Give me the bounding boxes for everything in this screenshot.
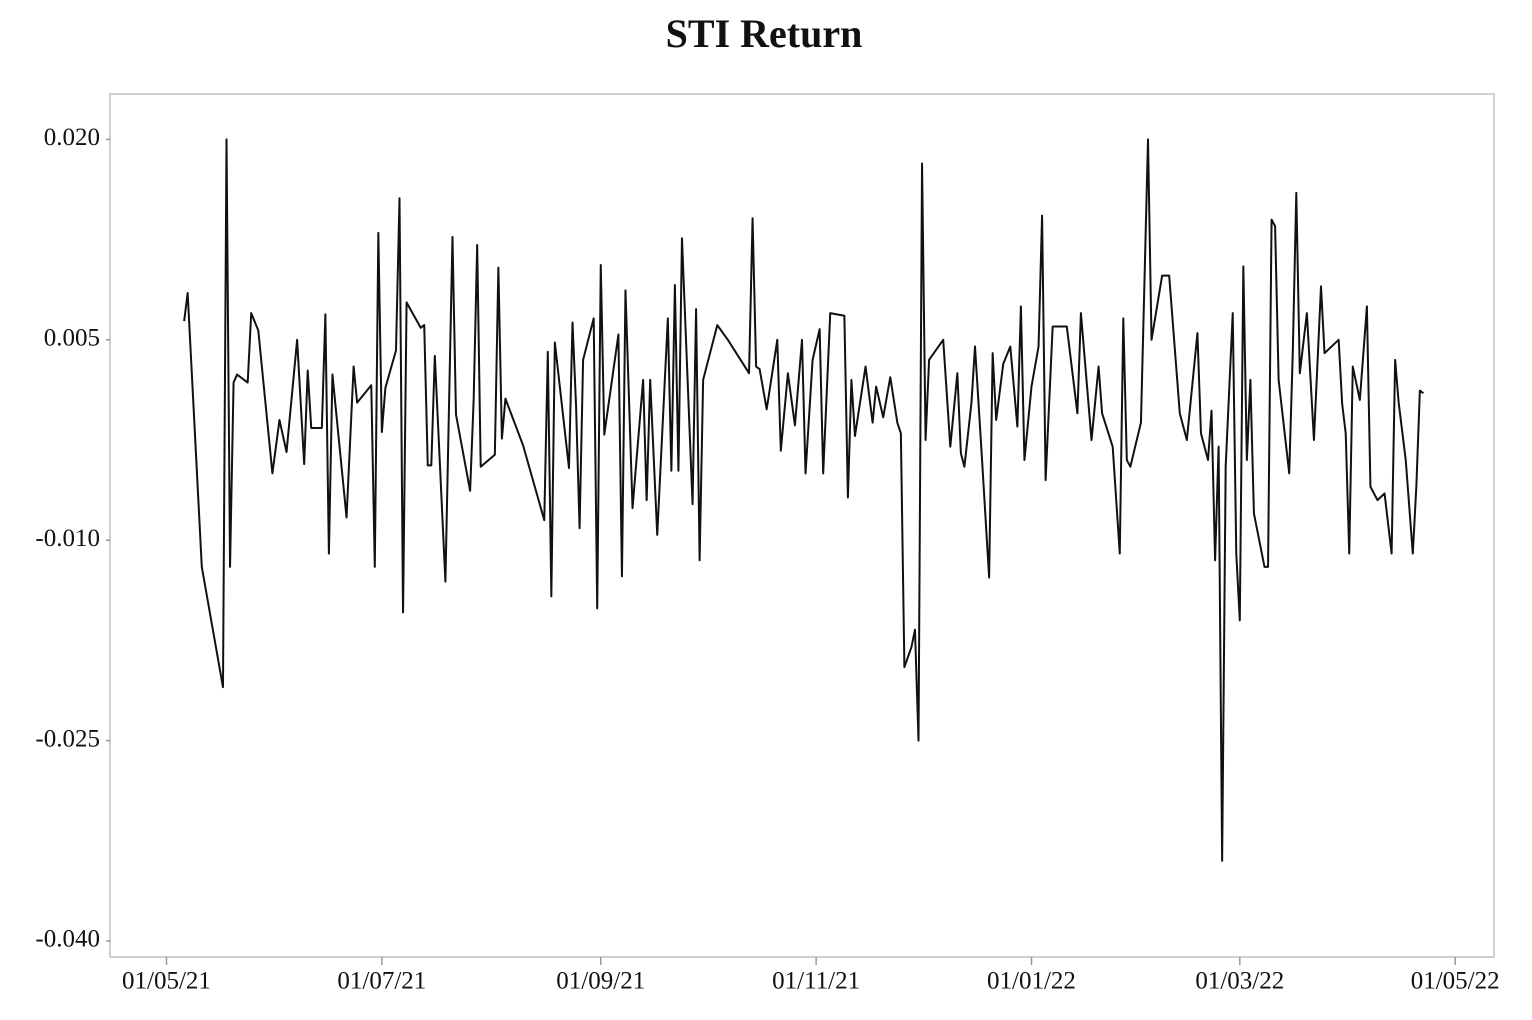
y-tick-label: -0.010 <box>35 525 100 552</box>
x-tick-label: 01/05/22 <box>1411 968 1500 995</box>
x-tick-label: 01/03/22 <box>1195 968 1284 995</box>
x-tick-label: 01/07/21 <box>337 968 426 995</box>
plot-frame <box>109 93 1495 958</box>
x-tick-label: 01/01/22 <box>987 968 1076 995</box>
y-tick-label: -0.025 <box>35 725 100 752</box>
data-line <box>183 138 1424 862</box>
x-tick-label: 01/05/21 <box>122 968 211 995</box>
y-tick-label: -0.040 <box>35 926 100 953</box>
y-tick-label: 0.020 <box>44 124 100 151</box>
chart-title: STI Return <box>666 11 863 56</box>
x-tick-label: 01/09/21 <box>556 968 645 995</box>
x-tick-label: 01/11/21 <box>772 968 860 995</box>
y-tick-label: 0.005 <box>44 325 100 352</box>
